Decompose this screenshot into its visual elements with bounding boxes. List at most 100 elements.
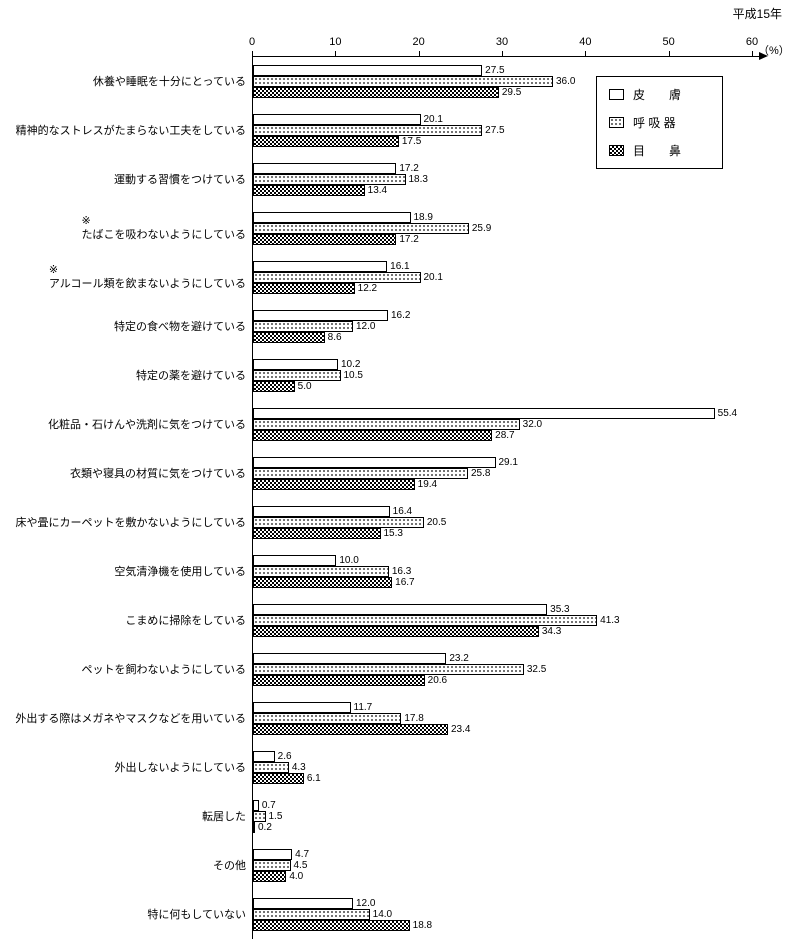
bar-value-label: 14.0 [372, 908, 393, 920]
category-row: こまめに掃除をしている 35.3 41.3 34.3 [0, 596, 792, 645]
bars-group: 20.1 27.5 17.5 [252, 106, 792, 155]
x-axis-arrow-icon [759, 52, 768, 60]
category-label: 休養や睡眠を十分にとっている [92, 75, 246, 88]
category-note-marker: ※ [48, 264, 59, 276]
bar-value-label: 12.2 [357, 282, 378, 294]
bar-value-label: 10.5 [343, 369, 363, 381]
bar-value-label: 29.5 [501, 86, 522, 98]
bar-value-label: 4.0 [289, 870, 304, 882]
bar-line: 34.3 [253, 626, 792, 637]
bar-check [253, 136, 399, 147]
bar-line: 10.0 [253, 555, 792, 566]
category-label-cell: 運動する習慣をつけている [0, 155, 252, 204]
category-label: 特定の薬を避けている [136, 369, 246, 382]
bar-value-label: 8.6 [327, 331, 342, 343]
bar-line: 27.5 [253, 65, 792, 76]
legend-item: 目 鼻 [609, 142, 710, 159]
bar-check [253, 871, 287, 882]
x-axis-tick-label: 20 [412, 36, 425, 48]
category-label-cell: 特定の食べ物を避けている [0, 302, 252, 351]
bars-group: 35.3 41.3 34.3 [252, 596, 792, 645]
category-label-cell: 床や畳にカーペットを敷かないようにしている [0, 498, 252, 547]
bar-line: 17.5 [253, 136, 792, 147]
bar-value-label: 16.3 [391, 565, 412, 577]
bar-value-label: 4.5 [293, 859, 308, 871]
bar-value-label: 1.5 [268, 810, 283, 822]
category-label-cell: 精神的なストレスがたまらない工夫をしている [0, 106, 252, 155]
bar-line: 4.3 [253, 762, 792, 773]
bar-line: 25.8 [253, 468, 792, 479]
category-row: 床や畳にカーペットを敷かないようにしている 16.4 20.5 15.3 [0, 498, 792, 547]
category-row: 衣類や寝具の材質に気をつけている 29.1 25.8 19.4 [0, 449, 792, 498]
bar-line: 12.2 [253, 283, 792, 294]
bar-value-label: 11.7 [353, 701, 373, 713]
bar-line: 27.5 [253, 125, 792, 136]
category-label-cell: 休養や睡眠を十分にとっている [0, 57, 252, 106]
category-label: 特に何もしていない [147, 908, 246, 921]
x-axis-tick [418, 51, 420, 57]
legend-swatch-plain [609, 89, 624, 100]
category-label-cell: 特定の薬を避けている [0, 351, 252, 400]
category-row: 外出する際はメガネやマスクなどを用いている 11.7 17.8 23.4 [0, 694, 792, 743]
bar-dots [253, 517, 424, 528]
bar-dots [253, 223, 469, 234]
x-axis-tick-label: 10 [329, 36, 342, 48]
x-axis-tick-label: 0 [248, 36, 256, 48]
x-axis-tick [502, 51, 503, 57]
category-row: 転居した 0.7 1.5 0.2 [0, 792, 792, 841]
bar-value-label: 18.3 [408, 173, 428, 185]
bar-value-label: 55.4 [717, 407, 738, 419]
category-label: こまめに掃除をしている [125, 614, 246, 627]
bar-dots [253, 272, 421, 283]
bar-line: 16.1 [253, 261, 792, 272]
bar-line: 16.7 [253, 577, 792, 588]
bar-dots [253, 468, 468, 479]
category-row: ※ アルコール類を飲まないようにしている 16.1 20.1 12.2 [0, 253, 792, 302]
bar-line: 32.5 [253, 664, 792, 675]
bar-check [253, 381, 295, 392]
bar-value-label: 17.2 [399, 162, 419, 174]
bar-line: 20.1 [253, 272, 792, 283]
bars-group: 29.1 25.8 19.4 [252, 449, 792, 498]
bar-plain [253, 653, 447, 664]
category-label: 精神的なストレスがたまらない工夫をしている [15, 124, 246, 137]
category-label: 衣類や寝具の材質に気をつけている [70, 467, 246, 480]
bar-plain [253, 359, 338, 370]
bar-value-label: 6.1 [306, 772, 321, 784]
bar-value-label: 25.9 [471, 222, 492, 234]
bar-line: 32.0 [253, 419, 792, 430]
bar-check [253, 430, 493, 441]
bar-line: 1.5 [253, 811, 792, 822]
bar-plain [253, 408, 715, 419]
bar-plain [253, 751, 275, 762]
legend-label: 目 鼻 [633, 144, 682, 158]
bar-line: 10.2 [253, 359, 792, 370]
bar-value-label: 10.0 [339, 554, 359, 566]
bar-value-label: 0.2 [258, 821, 272, 833]
bar-value-label: 10.2 [341, 358, 361, 370]
bar-line: 35.3 [253, 604, 792, 615]
bar-line: 23.2 [253, 653, 792, 664]
bar-check [253, 87, 499, 98]
bar-line: 18.3 [253, 174, 792, 185]
category-row: 特に何もしていない 12.0 14.0 18.8 [0, 890, 792, 939]
bar-dots [253, 762, 289, 773]
bar-check [253, 920, 410, 931]
bar-dots [253, 860, 291, 871]
bar-value-label: 13.4 [367, 184, 388, 196]
legend-item: 皮 膚 [609, 86, 710, 103]
bar-dots [253, 76, 553, 87]
category-row: 外出しないようにしている 2.6 4.3 6.1 [0, 743, 792, 792]
bar-line: 6.1 [253, 773, 792, 784]
category-label-cell: ※ アルコール類を飲まないようにしている [0, 253, 252, 302]
bar-value-label: 2.6 [277, 750, 292, 762]
bar-plain [253, 114, 421, 125]
category-label-cell: 空気清浄機を使用している [0, 547, 252, 596]
bar-line: 20.1 [253, 114, 792, 125]
bar-line: 16.2 [253, 310, 792, 321]
bar-line: 14.0 [253, 909, 792, 920]
category-row: 精神的なストレスがたまらない工夫をしている 20.1 27.5 17.5 [0, 106, 792, 155]
bar-dots [253, 370, 341, 381]
category-label-cell: 転居した [0, 792, 252, 841]
